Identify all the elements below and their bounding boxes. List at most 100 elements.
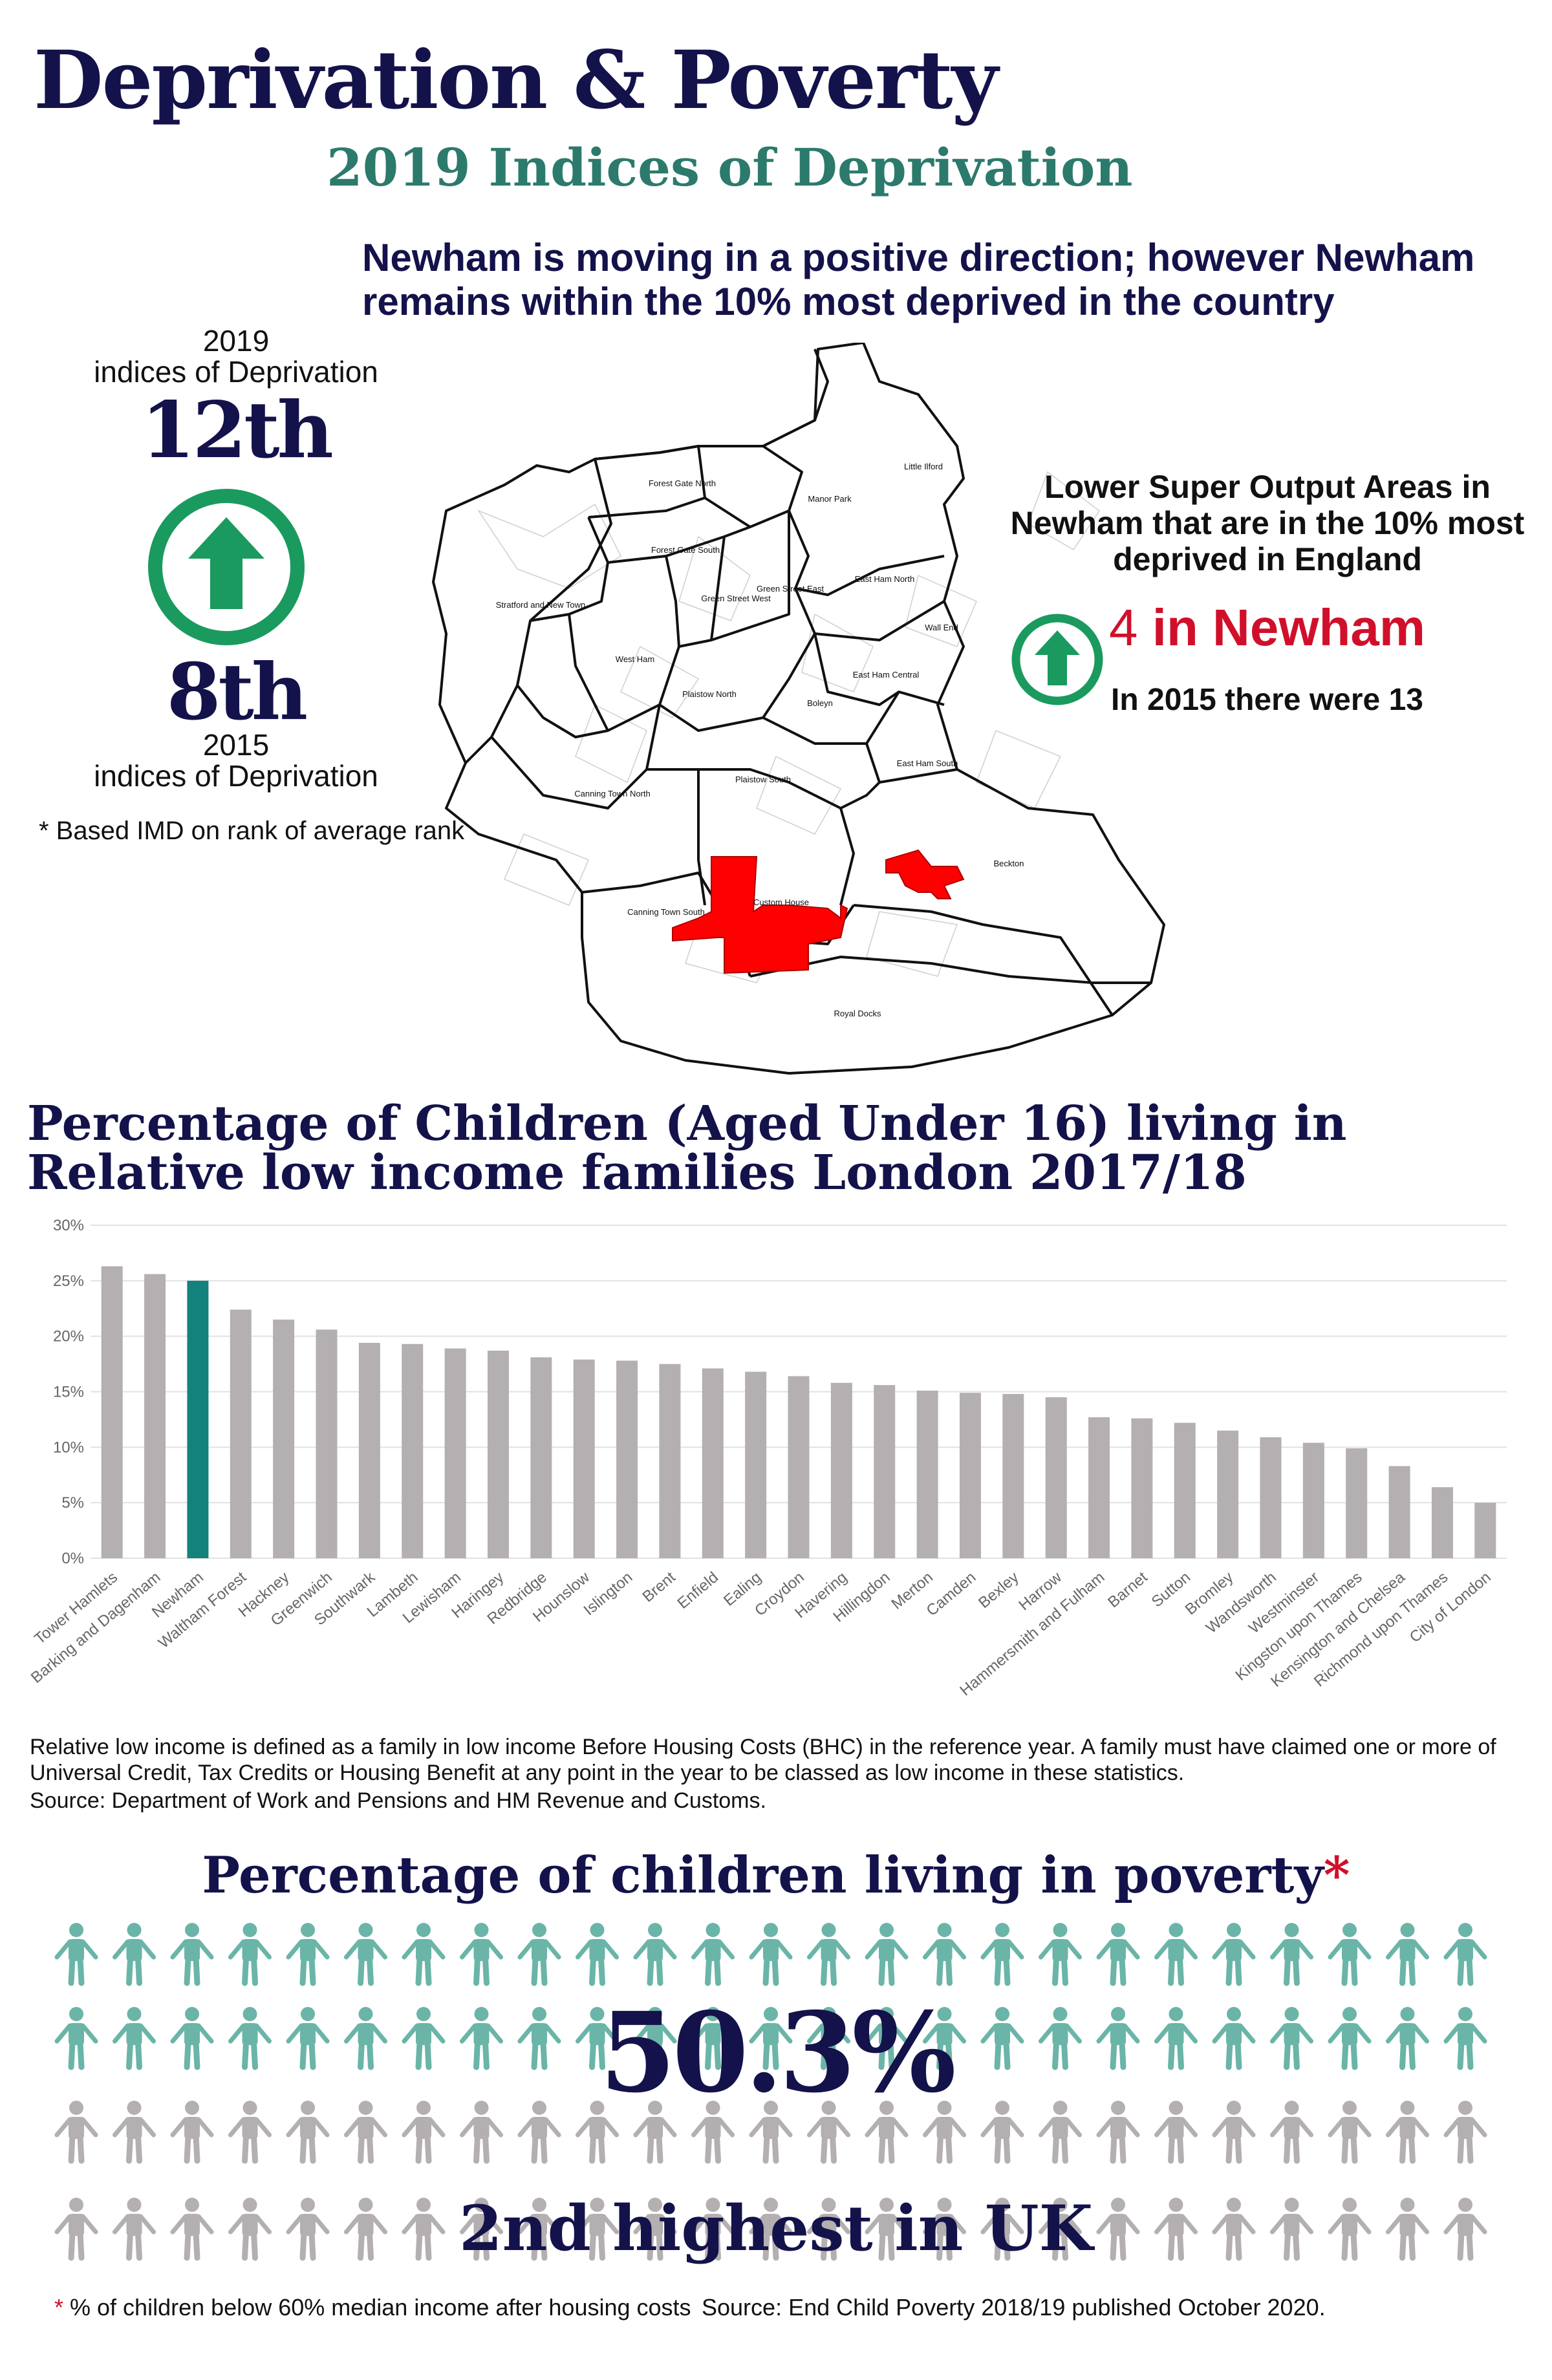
bar <box>530 1357 552 1558</box>
child-icon <box>1096 2101 1140 2164</box>
y-tick-label: 5% <box>61 1494 84 1512</box>
bar <box>916 1390 938 1558</box>
child-icon <box>865 2007 909 2070</box>
ward-label: Canning Town South <box>627 907 705 917</box>
bar <box>1131 1418 1153 1558</box>
bar <box>1174 1422 1196 1558</box>
child-icon <box>1270 2007 1313 2070</box>
lsoa-count-number: 4 <box>1109 599 1138 656</box>
intro-text: Newham is moving in a positive direction… <box>362 236 1475 323</box>
chart-source: Source: Department of Work and Pensions … <box>30 1788 766 1813</box>
x-tick-label: Islington <box>581 1569 636 1619</box>
child-icon <box>1270 2198 1313 2261</box>
newham-ward-map: Little Ilford Forest Gate North Manor Pa… <box>432 343 1165 1075</box>
child-icon <box>865 1923 909 1986</box>
x-tick-label: Bexley <box>975 1569 1022 1612</box>
bar <box>788 1376 810 1558</box>
asterisk: * <box>54 2294 64 2321</box>
child-icon <box>1328 2101 1372 2164</box>
child-icon <box>517 1923 561 1986</box>
child-icon <box>344 2198 387 2261</box>
footnote: * % of children below 60% median income … <box>54 2294 691 2321</box>
child-icon <box>517 2101 561 2164</box>
page-title: Deprivation & Poverty <box>34 34 998 127</box>
child-icon <box>517 2198 561 2261</box>
lsoa-2015-note: In 2015 there were 13 <box>1111 683 1423 717</box>
ward-label: Plaistow South <box>735 775 791 784</box>
child-icon <box>54 2007 98 2070</box>
ward-label: Forest Gate South <box>651 545 720 555</box>
child-icon <box>228 2101 272 2164</box>
child-icon <box>980 2101 1024 2164</box>
bar <box>187 1280 209 1558</box>
child-icon <box>691 2007 735 2070</box>
ward-label: Plaistow North <box>682 689 737 699</box>
bar <box>573 1359 595 1558</box>
child-icon <box>923 2198 966 2261</box>
child-icon <box>113 2101 156 2164</box>
footnote-text: % of children below 60% median income af… <box>63 2294 691 2321</box>
child-icon <box>170 2101 214 2164</box>
bar <box>659 1364 681 1558</box>
child-icon <box>749 2198 793 2261</box>
y-tick-label: 15% <box>53 1384 84 1401</box>
child-icon <box>1154 2198 1198 2261</box>
child-icon <box>749 1923 793 1986</box>
child-icon <box>460 2198 503 2261</box>
bar <box>1260 1437 1282 1558</box>
bar <box>1431 1487 1453 1558</box>
child-icon <box>576 2198 619 2261</box>
asterisk: * <box>1323 1846 1350 1905</box>
bar <box>1388 1466 1410 1558</box>
child-icon <box>402 1923 446 1986</box>
child-icon <box>113 2198 156 2261</box>
child-icon <box>923 2101 966 2164</box>
arrow-up-icon <box>1011 614 1103 705</box>
child-icon <box>344 2007 387 2070</box>
ward-label: East Ham South <box>897 758 958 768</box>
child-icon <box>633 1923 677 1986</box>
bar <box>745 1371 767 1558</box>
ward-label: East Ham North <box>855 574 914 584</box>
child-icon <box>402 2007 446 2070</box>
child-icon <box>1443 1923 1487 1986</box>
ward-label: Little Ilford <box>904 462 943 471</box>
child-icon <box>54 1923 98 1986</box>
rank-2019-label: indices of Deprivation <box>94 355 378 389</box>
rank-2015-label: indices of Deprivation <box>94 759 378 793</box>
x-tick-label: Enfield <box>674 1569 722 1613</box>
rank-2015-value: 8th <box>166 647 308 738</box>
child-icon <box>1443 2101 1487 2164</box>
child-icon <box>460 2007 503 2070</box>
child-icon <box>170 2007 214 2070</box>
child-icon <box>228 2007 272 2070</box>
y-tick-label: 10% <box>53 1439 84 1456</box>
poverty-source: Source: End Child Poverty 2018/19 publis… <box>702 2294 1326 2321</box>
rank-2019-year: 2019 <box>202 324 270 358</box>
child-icon <box>344 2101 387 2164</box>
child-icon <box>344 1923 387 1986</box>
child-icon <box>460 2101 503 2164</box>
child-icon <box>170 1923 214 1986</box>
y-tick-label: 20% <box>53 1328 84 1345</box>
child-icon <box>228 2198 272 2261</box>
bar <box>1002 1393 1024 1558</box>
bar <box>616 1360 638 1558</box>
child-icon <box>1039 2198 1082 2261</box>
child-icon <box>1096 2007 1140 2070</box>
child-icon <box>1212 1923 1256 1986</box>
bar <box>874 1385 896 1558</box>
ward-label: Royal Docks <box>834 1009 881 1018</box>
child-icon <box>1154 2007 1198 2070</box>
arrow-up-icon <box>148 489 305 645</box>
child-icon <box>923 2007 966 2070</box>
child-icon <box>286 2198 330 2261</box>
bar <box>230 1309 252 1558</box>
bar-chart: 0%5%10%15%20%25%30% Tower HamletsBarking… <box>28 1217 1507 1699</box>
lsoa-title: Lower Super Output Areas in Newham that … <box>1010 469 1525 577</box>
rank-2015-year: 2015 <box>202 728 270 762</box>
ward-label: West Ham <box>616 654 654 664</box>
child-icon <box>1386 2101 1429 2164</box>
bar <box>487 1350 509 1558</box>
ward-label: East Ham Central <box>853 670 920 680</box>
